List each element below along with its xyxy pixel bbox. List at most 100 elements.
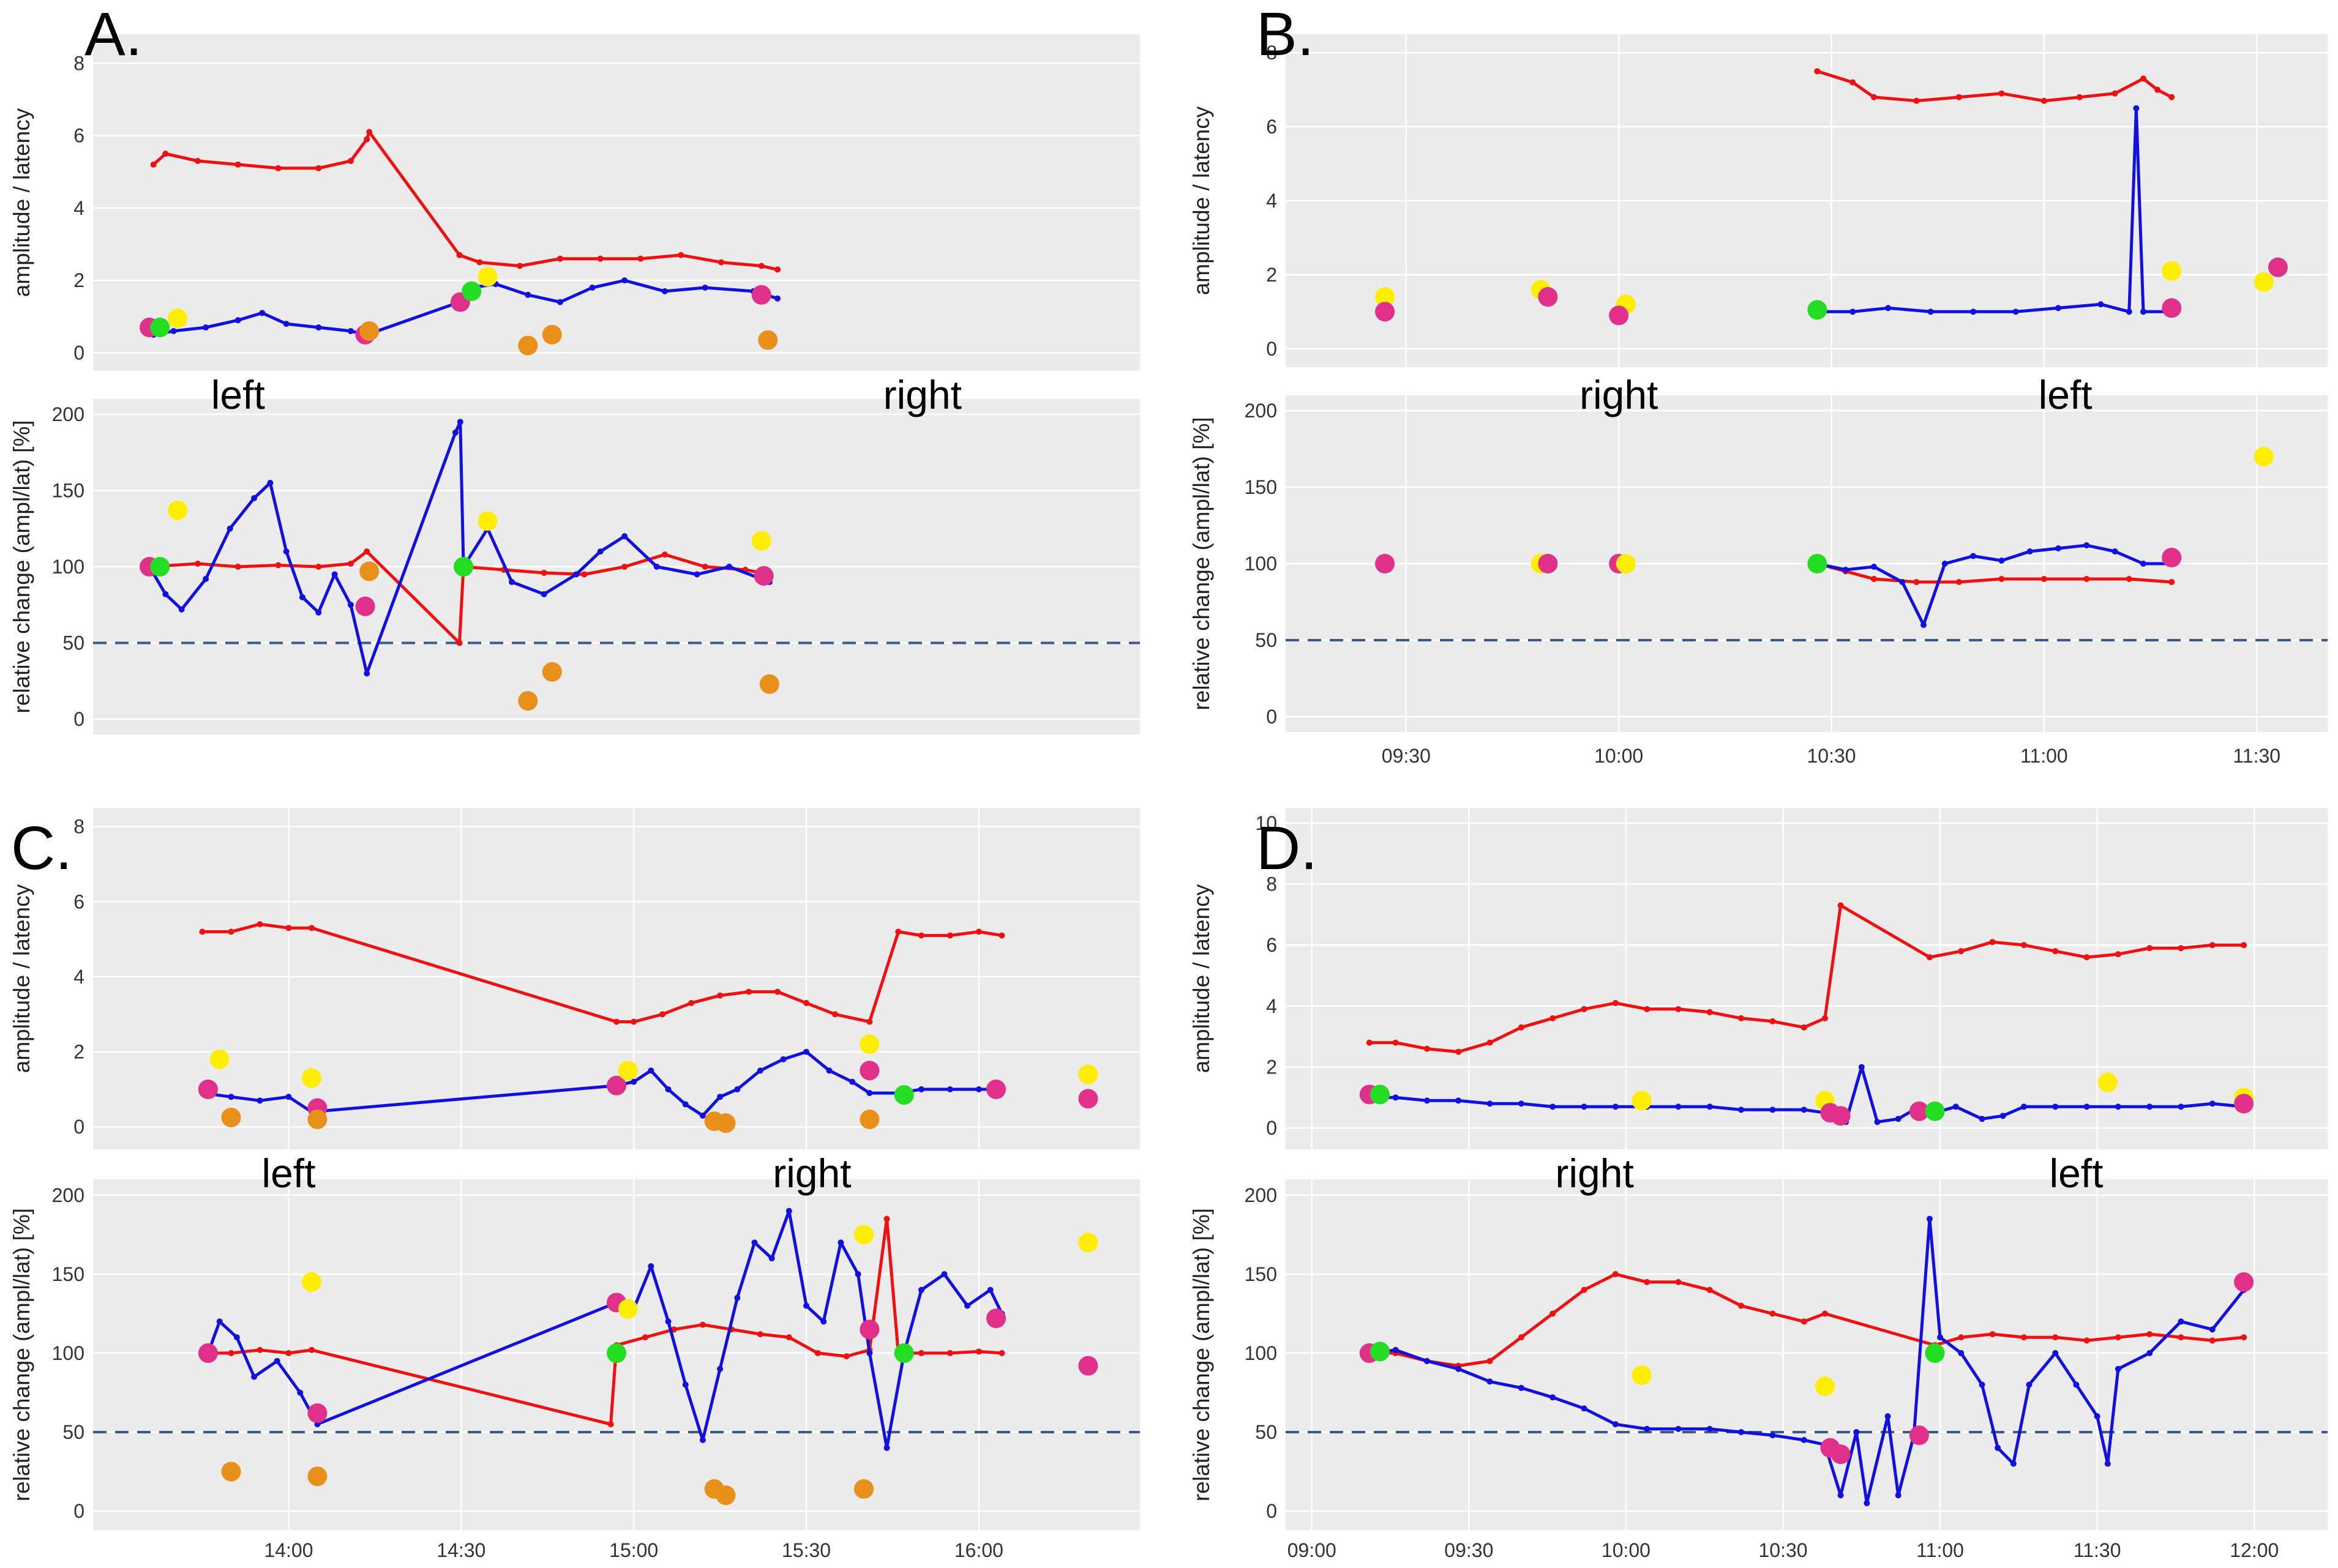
- y-tick-label: 2: [1266, 264, 1277, 286]
- amplitude-data-point: [621, 277, 628, 284]
- amplitude-data-point: [631, 1078, 637, 1085]
- orange-event-marker: [759, 674, 779, 694]
- panel-d: 0 2 4 6 8 10 amplitude / latency 0 50 100 150 200 re…: [1189, 808, 2328, 1561]
- amplitude-data-point: [1864, 1500, 1870, 1507]
- amplitude-data-point: [267, 480, 274, 486]
- amplitude-data-point: [1842, 567, 1849, 573]
- amplitude-data-point: [2115, 1365, 2121, 1372]
- amplitude-data-point: [837, 1239, 844, 1246]
- latency-data-point: [2083, 954, 2090, 961]
- amplitude-data-point: [734, 1086, 741, 1092]
- amplitude-data-point: [2146, 1103, 2153, 1110]
- yellow-event-marker: [618, 1061, 638, 1081]
- latency-data-point: [1612, 1271, 1619, 1277]
- amplitude-data-point: [1849, 308, 1856, 315]
- amplitude-data-point: [803, 1048, 810, 1055]
- latency-data-point: [1769, 1018, 1776, 1025]
- latency-data-point: [843, 1353, 850, 1360]
- bottom-subplot: 0 50 100 150 200 relative change (ampl/lat) […: [9, 1179, 1140, 1530]
- y-tick-label: 6: [73, 890, 84, 913]
- green-event-marker: [462, 281, 482, 301]
- yellow-event-marker: [2097, 1072, 2118, 1092]
- latency-data-point: [631, 1018, 637, 1025]
- amplitude-data-point: [2026, 1381, 2033, 1388]
- yellow-event-marker: [854, 1225, 874, 1245]
- green-event-marker: [1369, 1085, 1390, 1105]
- x-tick-label: 10:30: [1758, 1539, 1807, 1561]
- magenta-event-marker: [2162, 548, 2182, 567]
- latency-data-point: [1849, 79, 1856, 86]
- amplitude-data-point: [299, 594, 305, 600]
- amplitude-data-point: [941, 1271, 948, 1277]
- latency-data-point: [347, 561, 354, 567]
- yellow-event-marker: [2254, 447, 2274, 466]
- amplitude-data-point: [1884, 1413, 1891, 1420]
- y-tick-label: 50: [62, 632, 84, 654]
- amplitude-data-point: [509, 578, 515, 585]
- amplitude-data-point: [297, 1389, 304, 1396]
- side-label-right: right: [773, 1151, 851, 1196]
- green-event-marker: [1807, 300, 1827, 320]
- amplitude-data-point: [726, 564, 733, 570]
- y-axis-title: amplitude / latency: [1189, 106, 1214, 295]
- amplitude-data-point: [452, 429, 459, 436]
- yellow-event-marker: [618, 1299, 638, 1319]
- amplitude-data-point: [2104, 1460, 2111, 1467]
- latency-data-point: [999, 1350, 1005, 1356]
- latency-data-point: [1800, 1318, 1807, 1325]
- amplitude-data-point: [1675, 1425, 1682, 1432]
- amplitude-data-point: [682, 1381, 689, 1388]
- latency-data-point: [613, 1018, 620, 1025]
- amplitude-data-point: [1995, 1444, 2001, 1451]
- side-label-left: left: [261, 1151, 315, 1196]
- amplitude-data-point: [1853, 1428, 1860, 1435]
- latency-data-point: [999, 932, 1005, 939]
- amplitude-data-point: [178, 606, 185, 613]
- amplitude-data-point: [975, 1086, 982, 1092]
- amplitude-data-point: [2020, 1103, 2027, 1110]
- magenta-event-marker: [860, 1061, 880, 1081]
- latency-data-point: [607, 1421, 614, 1428]
- magenta-event-marker: [986, 1309, 1006, 1329]
- amplitude-data-point: [751, 1239, 758, 1246]
- latency-data-point: [2168, 579, 2175, 585]
- latency-data-point: [774, 988, 781, 995]
- amplitude-data-point: [883, 1444, 890, 1451]
- panel-letter: B.: [1256, 0, 1314, 69]
- side-label-left: left: [2049, 1151, 2103, 1196]
- amplitude-data-point: [2026, 548, 2033, 554]
- magenta-event-marker: [1375, 554, 1395, 573]
- y-tick-label: 100: [1245, 1342, 1277, 1364]
- amplitude-data-point: [1612, 1103, 1619, 1110]
- y-tick-label: 6: [1266, 934, 1277, 956]
- amplitude-data-point: [2146, 1350, 2153, 1356]
- y-tick-label: 50: [62, 1421, 84, 1443]
- amplitude-data-point: [1486, 1100, 1493, 1107]
- latency-data-point: [476, 259, 483, 266]
- latency-data-point: [456, 252, 463, 258]
- y-tick-label: 8: [1266, 873, 1277, 895]
- y-tick-label: 50: [1255, 629, 1277, 651]
- amplitude-data-point: [1895, 1116, 1901, 1122]
- amplitude-data-point: [2052, 1350, 2059, 1356]
- x-tick-label: 15:30: [782, 1539, 831, 1561]
- latency-data-point: [456, 640, 463, 646]
- yellow-event-marker: [860, 1034, 880, 1055]
- amplitude-data-point: [216, 1318, 223, 1325]
- x-tick-label: 14:30: [437, 1539, 485, 1561]
- latency-series-line: [1816, 562, 2172, 584]
- magenta-event-marker: [1078, 1089, 1098, 1109]
- latency-data-point: [199, 928, 206, 935]
- latency-data-point: [975, 1348, 982, 1355]
- latency-data-point: [2178, 1334, 2184, 1341]
- orange-event-marker: [221, 1107, 241, 1127]
- y-tick-label: 0: [1266, 338, 1277, 360]
- yellow-event-marker: [478, 267, 498, 287]
- latency-data-point: [1581, 1006, 1587, 1012]
- orange-event-marker: [359, 561, 380, 581]
- latency-data-point: [541, 569, 547, 576]
- amplitude-data-point: [1455, 1365, 1462, 1372]
- amplitude-data-point: [556, 299, 563, 305]
- amplitude-data-point: [234, 317, 241, 324]
